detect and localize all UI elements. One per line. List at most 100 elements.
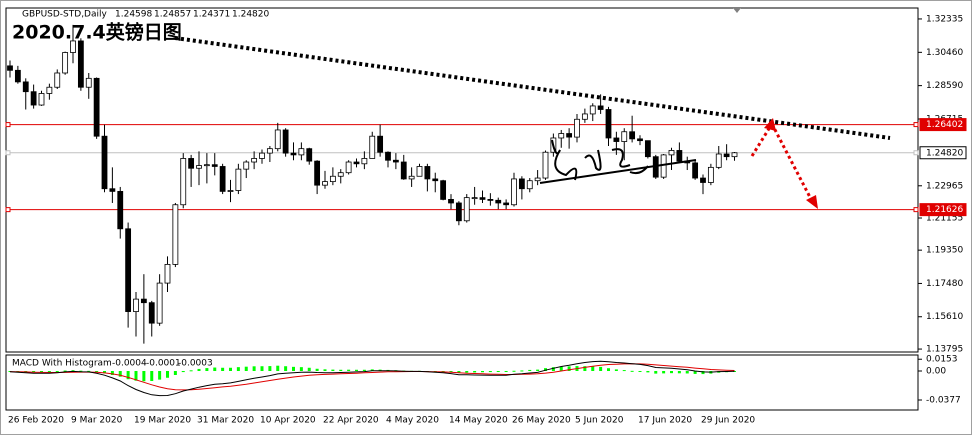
candle-body [22,81,29,93]
level-label-box [919,146,967,160]
candle-body [125,228,132,312]
histogram-bar [126,371,130,380]
x-tick-label: 22 Apr 2020 [323,416,379,426]
candle-body [70,40,76,53]
histogram-bar [307,367,311,371]
candle-body [30,91,37,106]
indicator-title: MACD With Histogram [12,359,112,369]
histogram-bar [544,368,547,371]
candle-body [290,152,297,156]
candle-body [621,131,628,142]
candle-body [196,165,202,169]
histogram-bar [599,366,603,371]
histogram-bar [520,370,524,372]
x-tick-label: 29 Jun 2020 [701,416,755,426]
level-handle [913,207,919,213]
histogram-bar [536,369,540,371]
histogram-bar [339,369,343,371]
candle-body [46,86,53,94]
histogram-bar [528,369,532,371]
level-label: 1.26402 [926,120,963,130]
candle-body [266,148,273,154]
level-label-box [919,118,967,132]
candle-body [148,302,155,324]
histogram-bar [614,369,618,371]
plot-layer: 1.323351.304601.285901.267151.229651.211… [5,14,967,426]
histogram-bar [449,371,453,373]
candle-body [644,140,651,158]
candle-body [377,135,384,153]
y-tick-label: 1.32335 [926,14,963,24]
y-tick-label: 1.17480 [926,279,963,289]
candle-body [227,190,234,192]
candle-body [361,158,368,165]
histogram-bar [118,371,122,377]
macd-line [9,360,735,397]
histogram-bar [323,369,327,371]
x-tick-label: 19 Mar 2020 [134,416,191,426]
candle-body [101,135,108,190]
y-tick-label: 1.30460 [926,48,963,58]
histogram-bar [677,371,681,374]
candle-body [219,166,226,192]
signal-line [9,363,735,391]
indicator-value: -0.0003 [178,359,213,369]
candle-body [715,153,722,168]
histogram-bar [189,370,193,372]
histogram-bar [87,370,91,372]
candle-body [7,65,13,71]
candle-body [723,153,730,158]
candle-body [558,133,565,139]
candle-body [692,162,699,179]
symbol: GBPUSD-STD,Daily [22,10,108,20]
histogram-bar [370,369,374,371]
candle-body [172,204,179,265]
x-tick-label: 10 Apr 2020 [260,416,316,426]
histogram-bar [63,370,67,372]
candle-body [589,105,596,115]
candle-body [597,105,604,110]
histogram-bar [559,366,563,371]
histogram-bar [504,371,508,372]
histogram-bar [150,371,154,381]
histogram-bar [496,371,500,372]
candle-body [14,69,21,83]
histogram-bar [71,370,75,372]
histogram-bar [244,366,248,371]
histogram-bar [142,371,146,382]
candle-body [700,177,706,183]
signature [539,139,697,184]
histogram-bar [95,371,99,372]
candle-body [180,158,187,206]
candle-body [479,197,486,200]
forecast-arrow [750,123,815,204]
candle-body [117,190,124,230]
candle-body [322,181,328,186]
histogram-bar [8,371,12,372]
candle-body [408,175,415,180]
x-tick-label: 26 May 2020 [512,416,571,426]
candle-body [676,150,683,162]
histogram-bar [670,371,673,374]
histogram-bar [197,368,201,371]
candle-body [77,40,84,88]
candle-body [471,197,478,200]
x-tick-label: 17 Jun 2020 [638,416,692,426]
ohlc-value: 1.24820 [232,10,269,20]
histogram-bar [181,371,185,373]
ohlc-value: 1.24598 [115,10,152,20]
candle-body [203,164,210,167]
histogram-bar [662,371,666,374]
histogram-bar [32,371,36,372]
histogram-bar [488,371,492,373]
candle-body [463,197,470,222]
histogram-bar [205,368,209,371]
histogram-bar [229,367,232,371]
y-tick-label: 1.15610 [926,312,963,322]
histogram-bar [236,367,240,371]
histogram-bar [630,370,634,372]
x-tick-label: 9 Mar 2020 [71,416,123,426]
shift-marker [733,8,741,13]
